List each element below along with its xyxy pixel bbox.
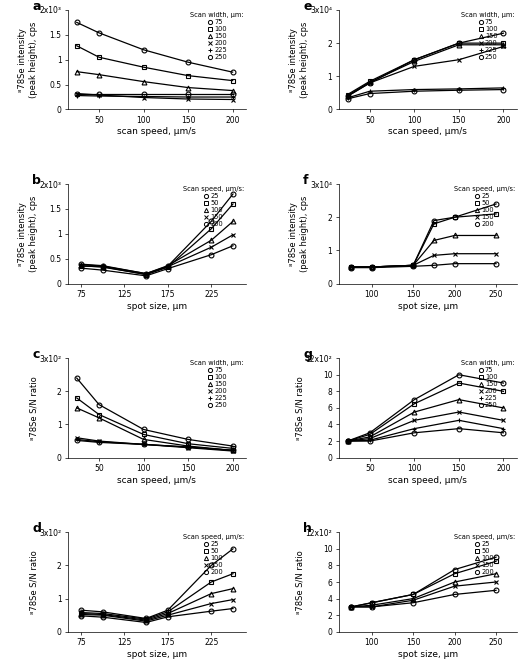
X-axis label: spot size, μm: spot size, μm (127, 650, 187, 659)
Y-axis label: ⁸78Se intensity
(peak height), cps: ⁸78Se intensity (peak height), cps (18, 21, 38, 98)
Legend: 75, 100, 150, 200, 225, 250: 75, 100, 150, 200, 225, 250 (460, 11, 516, 61)
X-axis label: scan speed, μm/s: scan speed, μm/s (117, 128, 196, 136)
X-axis label: scan speed, μm/s: scan speed, μm/s (388, 128, 467, 136)
Text: e: e (303, 0, 312, 13)
Text: c: c (32, 348, 40, 361)
X-axis label: spot size, μm: spot size, μm (127, 302, 187, 311)
X-axis label: scan speed, μm/s: scan speed, μm/s (117, 475, 196, 485)
Y-axis label: ⁸78Se S/N ratio: ⁸78Se S/N ratio (295, 550, 304, 614)
Y-axis label: ⁸78Se intensity
(peak height), cps: ⁸78Se intensity (peak height), cps (289, 196, 309, 272)
X-axis label: spot size, μm: spot size, μm (398, 302, 458, 311)
Y-axis label: ⁸78Se S/N ratio: ⁸78Se S/N ratio (29, 550, 38, 614)
Text: b: b (32, 174, 41, 187)
Text: h: h (303, 522, 312, 535)
Legend: 75, 100, 150, 200, 225, 250: 75, 100, 150, 200, 225, 250 (189, 11, 245, 61)
Legend: 25, 50, 100, 150, 200: 25, 50, 100, 150, 200 (452, 185, 516, 228)
Y-axis label: ⁸78Se intensity
(peak height), cps: ⁸78Se intensity (peak height), cps (289, 21, 309, 98)
X-axis label: spot size, μm: spot size, μm (398, 650, 458, 659)
Legend: 25, 50, 100, 150, 200: 25, 50, 100, 150, 200 (182, 533, 245, 577)
Legend: 75, 100, 150, 200, 225, 250: 75, 100, 150, 200, 225, 250 (189, 359, 245, 410)
Text: f: f (303, 174, 309, 187)
Text: a: a (32, 0, 41, 13)
Y-axis label: ⁸78Se intensity
(peak height), cps: ⁸78Se intensity (peak height), cps (18, 196, 38, 272)
Y-axis label: ⁸78Se S/N ratio: ⁸78Se S/N ratio (29, 376, 38, 440)
Text: d: d (32, 522, 41, 535)
Legend: 75, 100, 150, 200, 225, 250: 75, 100, 150, 200, 225, 250 (460, 359, 516, 410)
Legend: 25, 50, 100, 150, 200: 25, 50, 100, 150, 200 (452, 533, 516, 577)
Legend: 25, 50, 100, 150, 200: 25, 50, 100, 150, 200 (182, 185, 245, 228)
Text: g: g (303, 348, 312, 361)
Y-axis label: ⁸78Se S/N ratio: ⁸78Se S/N ratio (295, 376, 304, 440)
X-axis label: scan speed, μm/s: scan speed, μm/s (388, 475, 467, 485)
